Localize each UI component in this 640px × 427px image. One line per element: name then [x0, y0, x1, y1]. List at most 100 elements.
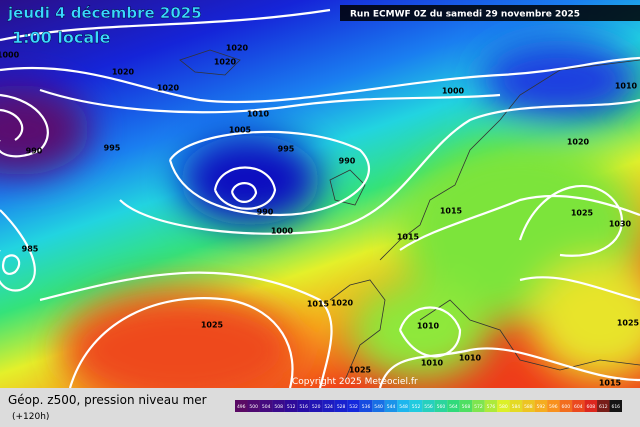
colorbar-swatch: [497, 400, 510, 412]
colorbar-label: 592: [537, 404, 546, 410]
colorbar-label: 580: [499, 404, 508, 410]
isobar-labels: 1000 1020 1020 1020 1020 1000 1010 1010 1005 990 9…: [0, 44, 640, 388]
colorbar-swatch: [384, 400, 398, 412]
colorbar-label: 496: [237, 404, 246, 410]
colorbar-swatch: [484, 400, 498, 412]
colorbar-label: 520: [312, 404, 321, 410]
colorbar-label: 584: [512, 404, 521, 410]
colorbar-label: 588: [524, 404, 533, 410]
colorbar-swatch: [472, 400, 485, 412]
isobar-label: 990: [339, 157, 356, 166]
colorbar-label: 500: [249, 404, 258, 410]
colorbar: 496 500 504 508 512 516 520 524 528 532 536 540 544 5…: [235, 400, 622, 412]
isobar-label: 1020: [331, 299, 354, 308]
isobar-label: 1010: [417, 322, 440, 331]
isobar-label: 1025: [617, 319, 640, 328]
colorbar-swatch: [297, 400, 310, 412]
isobar-label: 1025: [201, 321, 224, 330]
isobar-label: 1020: [226, 44, 249, 53]
colorbar-swatch: [534, 400, 548, 412]
colorbar-swatch: [235, 400, 248, 412]
colorbar-swatch: [509, 400, 523, 412]
isobar-label: 1010: [421, 359, 444, 368]
colorbar-swatch: [559, 400, 573, 412]
colorbar-swatch: [284, 400, 298, 412]
colorbar-swatch: [247, 400, 260, 412]
colorbar-swatch: [409, 400, 423, 412]
isobar-label: 990: [26, 147, 43, 156]
colorbar-label: 604: [574, 404, 583, 410]
isobar-label: 1020: [157, 84, 180, 93]
colorbar-swatch: [347, 400, 360, 412]
colorbar-swatch: [309, 400, 323, 412]
isobar-label: 1015: [307, 300, 330, 309]
date-label: jeudi 4 décembre 2025: [7, 4, 202, 22]
isobar-label: 1010: [459, 354, 482, 363]
colorbar-label: 532: [349, 404, 358, 410]
isobar-label: 1000: [442, 87, 465, 96]
colorbar-label: 608: [586, 404, 595, 410]
isobar-label: 1025: [349, 366, 372, 375]
isobar-label: 1020: [567, 138, 590, 147]
isobar-label: 1005: [229, 126, 252, 135]
colorbar-swatch: [372, 400, 385, 412]
time-label: 1:00 locale: [12, 28, 111, 47]
colorbar-label: 596: [549, 404, 558, 410]
colorbar-swatch: [434, 400, 448, 412]
colorbar-swatch: [334, 400, 348, 412]
colorbar-label: 528: [337, 404, 346, 410]
colorbar-swatch: [322, 400, 335, 412]
colorbar-swatch: [459, 400, 473, 412]
colorbar-swatch: [359, 400, 373, 412]
isobar-label: 1025: [571, 209, 594, 218]
colorbar-swatch: [422, 400, 435, 412]
colorbar-label: 508: [274, 404, 283, 410]
colorbar-label: 516: [299, 404, 308, 410]
colorbar-label: 504: [262, 404, 271, 410]
isobar-label: 1030: [609, 220, 632, 229]
colorbar-label: 612: [599, 404, 608, 410]
colorbar-label: 536: [362, 404, 371, 410]
isobar-label: 995: [278, 145, 295, 154]
run-banner: [340, 5, 640, 21]
copyright: Copyright 2025 Meteociel.fr: [292, 377, 418, 387]
colorbar-label: 572: [474, 404, 483, 410]
colorbar-label: 600: [562, 404, 571, 410]
colorbar-swatch: [597, 400, 610, 412]
colorbar-label: 552: [412, 404, 421, 410]
isobar-label: 1000: [0, 51, 20, 60]
colorbar-label: 512: [287, 404, 296, 410]
colorbar-label: 560: [437, 404, 446, 410]
isobar-label: 1020: [214, 58, 237, 67]
legend-title: Géop. z500, pression niveau mer: [8, 393, 207, 407]
colorbar-swatch: [609, 400, 622, 412]
isobar-label: 1015: [599, 379, 622, 388]
colorbar-swatch: [397, 400, 410, 412]
colorbar-label: 556: [424, 404, 433, 410]
colorbar-label: 616: [611, 404, 620, 410]
colorbar-label: 548: [399, 404, 408, 410]
colorbar-swatch: [272, 400, 285, 412]
colorbar-swatch: [547, 400, 560, 412]
colorbar-label: 576: [487, 404, 496, 410]
isobar-label: 1015: [397, 233, 420, 242]
colorbar-label: 540: [374, 404, 383, 410]
colorbar-swatch: [447, 400, 460, 412]
isobar-label: 1010: [247, 110, 270, 119]
colorbar-swatch: [259, 400, 273, 412]
coastlines: [179, 49, 640, 381]
colorbar-swatch: [522, 400, 535, 412]
isobar-label: 1020: [112, 68, 135, 77]
lead-time: (+120h): [12, 412, 49, 422]
isobar-label: 1015: [440, 207, 463, 216]
isobar-label: 990: [257, 208, 274, 217]
colorbar-label: 524: [324, 404, 333, 410]
isobar-label: 995: [104, 144, 121, 153]
isobar-label: 985: [22, 245, 39, 254]
isobar-label: 1010: [615, 82, 638, 91]
colorbar-label: 544: [387, 404, 396, 410]
colorbar-label: 564: [449, 404, 458, 410]
isobar-label: 1000: [271, 227, 294, 236]
